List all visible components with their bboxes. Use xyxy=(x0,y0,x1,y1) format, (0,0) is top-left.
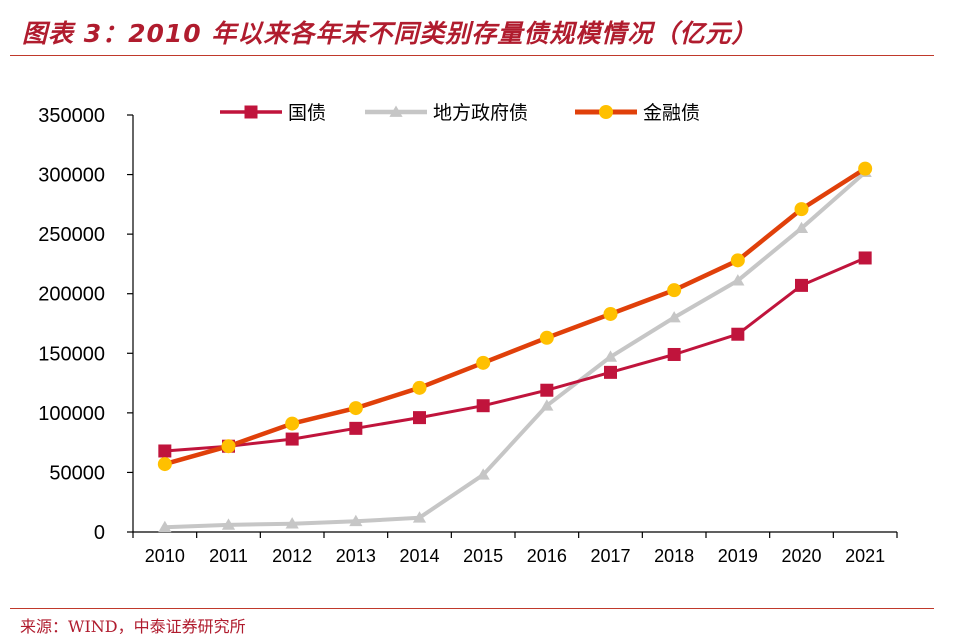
x-axis: 2010 2011 2012 2013 2014 2015 2016 2017 2018 2019… xyxy=(132,531,898,566)
data-point-circle xyxy=(603,306,618,321)
y-tick-label: 0 xyxy=(94,522,105,544)
data-point-triangle xyxy=(603,350,618,362)
y-tick-label: 150000 xyxy=(38,343,105,365)
data-point-square xyxy=(731,327,745,341)
data-point-triangle xyxy=(349,514,363,527)
data-point-triangle xyxy=(412,511,427,523)
y-tick-label: 300000 xyxy=(38,165,105,187)
data-point-triangle xyxy=(158,520,172,533)
series-layer xyxy=(157,161,873,533)
legend-label: 国债 xyxy=(288,102,326,124)
data-point-square xyxy=(349,421,363,435)
y-tick-label: 250000 xyxy=(38,224,105,246)
x-tick-label: 2016 xyxy=(527,546,567,566)
y-axis: 0 50000 100000 150000 200000 250000 300000 3500… xyxy=(38,105,134,544)
data-point-circle xyxy=(667,283,682,298)
data-point-square xyxy=(476,399,490,413)
data-point-circle xyxy=(348,401,363,416)
data-point-square xyxy=(795,278,808,292)
legend-label: 金融债 xyxy=(643,102,700,124)
data-point-circle xyxy=(539,330,554,345)
data-point-square xyxy=(604,365,617,379)
data-point-triangle xyxy=(667,311,681,323)
series-line xyxy=(164,166,867,467)
data-point-square xyxy=(540,383,554,397)
data-point-circle xyxy=(599,105,613,119)
x-tick-label: 2018 xyxy=(654,546,694,566)
x-tick-label: 2017 xyxy=(590,546,630,566)
data-point-square xyxy=(285,432,299,446)
x-tick-label: 2012 xyxy=(272,546,312,566)
data-point-square xyxy=(244,105,258,119)
legend-item: 金融债 xyxy=(575,102,700,124)
x-tick-label: 2019 xyxy=(718,546,758,566)
data-point-square xyxy=(858,251,872,265)
source-divider xyxy=(10,608,934,609)
legend: 国债 地方政府债 金融债 xyxy=(220,102,700,124)
data-point-triangle xyxy=(389,105,403,117)
data-point-triangle xyxy=(285,517,299,529)
data-point-triangle xyxy=(731,274,745,286)
x-tick-label: 2015 xyxy=(463,546,503,566)
series-guozhai xyxy=(158,251,872,458)
y-tick-label: 100000 xyxy=(38,403,105,425)
data-point-circle xyxy=(157,457,172,472)
data-point-circle xyxy=(730,253,745,268)
data-point-triangle xyxy=(540,399,554,411)
legend-item: 地方政府债 xyxy=(365,102,528,124)
x-tick-label: 2021 xyxy=(845,546,885,566)
data-point-triangle xyxy=(476,468,490,480)
data-point-square xyxy=(413,411,426,425)
chart-title: 图表 3：2010 年以来各年末不同类别存量债规模情况（亿元） xyxy=(22,19,758,48)
data-point-circle xyxy=(858,161,873,176)
x-tick-label: 2020 xyxy=(781,546,821,566)
x-tick-label: 2013 xyxy=(336,546,376,566)
x-tick-label: 2014 xyxy=(399,546,439,566)
data-point-circle xyxy=(285,416,300,431)
data-point-triangle xyxy=(794,221,809,234)
series-line xyxy=(164,170,867,530)
series-jinrong xyxy=(157,161,873,472)
series-line xyxy=(164,256,866,453)
data-point-triangle xyxy=(221,518,236,530)
y-tick-label: 350000 xyxy=(38,105,105,127)
y-tick-label: 200000 xyxy=(38,284,105,306)
x-tick-label: 2010 xyxy=(145,546,185,566)
source-note: 来源：WIND，中泰证券研究所 xyxy=(20,617,246,636)
legend-label: 地方政府债 xyxy=(433,102,528,124)
data-point-circle xyxy=(476,355,491,370)
title-divider xyxy=(10,55,934,56)
y-tick-label: 50000 xyxy=(49,462,105,484)
data-point-circle xyxy=(221,439,236,454)
data-point-circle xyxy=(412,380,427,395)
data-point-circle xyxy=(794,202,809,217)
x-tick-label: 2011 xyxy=(209,546,248,566)
data-point-square xyxy=(667,347,681,361)
data-point-square xyxy=(158,444,172,458)
legend-item: 国债 xyxy=(220,102,326,124)
